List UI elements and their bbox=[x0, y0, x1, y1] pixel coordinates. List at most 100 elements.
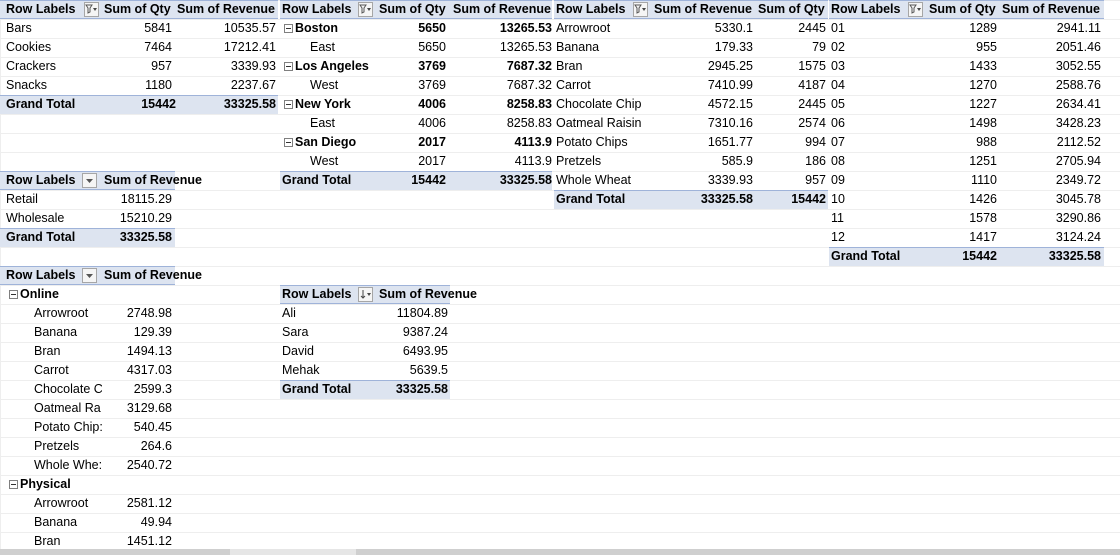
pivot3-header-band bbox=[554, 0, 828, 19]
pivot3-row-qty: 957 bbox=[805, 173, 826, 187]
pivot4-row-revenue: 2634.41 bbox=[1055, 97, 1101, 111]
pivot6-item-label: Potato Chip: bbox=[34, 420, 102, 434]
pivot6-group-label[interactable]: Online bbox=[20, 287, 59, 301]
pivot3-row-label: Whole Wheat bbox=[556, 173, 632, 187]
pivot2-filter-button[interactable] bbox=[358, 2, 373, 17]
pivot5-row-label: Wholesale bbox=[6, 211, 65, 225]
pivot6-item-revenue: 4317.03 bbox=[126, 363, 172, 377]
pivot2-collapse-icon[interactable] bbox=[284, 62, 293, 71]
pivot4-row-qty: 1426 bbox=[969, 192, 997, 206]
pivot6-item-revenue: 1494.13 bbox=[126, 344, 172, 358]
pivot3-row-qty: 4187 bbox=[798, 78, 826, 92]
pivot4-row-revenue: 2705.94 bbox=[1055, 154, 1101, 168]
pivot2-city-label[interactable]: Boston bbox=[295, 21, 339, 35]
pivot1-header-sum-qty: Sum of Qty bbox=[104, 2, 171, 16]
horizontal-scrollbar[interactable] bbox=[0, 549, 1120, 555]
pivot7-grand-total-label: Grand Total bbox=[282, 382, 352, 396]
pivot3-row-revenue: 585.9 bbox=[721, 154, 753, 168]
pivot2-city-label[interactable]: San Diego bbox=[295, 135, 357, 149]
pivot5-row-revenue: 18115.29 bbox=[120, 192, 172, 206]
pivot2-collapse-icon[interactable] bbox=[284, 24, 293, 33]
pivot3-row-qty: 79 bbox=[812, 40, 826, 54]
pivot3-row-label: Carrot bbox=[556, 78, 591, 92]
pivot1-row-qty: 5841 bbox=[144, 21, 172, 35]
pivot6-collapse-icon[interactable] bbox=[9, 480, 18, 489]
pivot4-row-label: 05 bbox=[831, 97, 845, 111]
pivot2-collapse-icon[interactable] bbox=[284, 138, 293, 147]
pivot4-row-qty: 1498 bbox=[969, 116, 997, 130]
pivot6-item-label: Banana bbox=[34, 515, 78, 529]
pivot2-region-revenue: 8258.83 bbox=[506, 116, 552, 130]
pivot5-total-band bbox=[0, 228, 175, 247]
pivot4-row-revenue: 2112.52 bbox=[1056, 135, 1101, 149]
pivot2-grand-total-label: Grand Total bbox=[282, 173, 352, 187]
pivot6-item-revenue: 540.45 bbox=[133, 420, 172, 434]
pivot7-row-revenue: 11804.89 bbox=[396, 306, 448, 320]
pivot2-city-qty: 2017 bbox=[418, 135, 446, 149]
pivot3-header-row-labels: Row Labels bbox=[556, 2, 626, 16]
pivot6-item-label: Bran bbox=[34, 344, 61, 358]
pivot3-row-label: Oatmeal Raisin bbox=[556, 116, 642, 130]
pivot2-region-qty: 2017 bbox=[418, 154, 446, 168]
pivot2-region-label: West bbox=[310, 78, 339, 92]
pivot2-city-label[interactable]: New York bbox=[295, 97, 351, 111]
pivot5-row-label: Retail bbox=[6, 192, 38, 206]
pivot1-row-label: Bars bbox=[6, 21, 32, 35]
pivot4-row-label: 08 bbox=[831, 154, 845, 168]
pivot4-filter-button[interactable] bbox=[908, 2, 923, 17]
pivot7-header-sum-revenue: Sum of Revenue bbox=[379, 287, 477, 301]
pivot2-city-revenue: 4113.9 bbox=[514, 135, 552, 149]
pivot4-grand-total-revenue: 33325.58 bbox=[1048, 249, 1101, 263]
pivot1-row-label: Cookies bbox=[6, 40, 52, 54]
pivot4-row-qty: 1227 bbox=[969, 97, 997, 111]
pivot6-dropdown-button[interactable] bbox=[82, 268, 97, 283]
pivot3-row-label: Potato Chips bbox=[556, 135, 628, 149]
pivot7-total-band bbox=[280, 380, 450, 399]
pivot3-row-revenue: 3339.93 bbox=[707, 173, 753, 187]
pivot6-group-label[interactable]: Physical bbox=[20, 477, 71, 491]
pivot1-row-qty: 957 bbox=[151, 59, 172, 73]
pivot5-grand-total-label: Grand Total bbox=[6, 230, 76, 244]
pivot4-row-label: 07 bbox=[831, 135, 845, 149]
pivot1-row-label: Snacks bbox=[6, 78, 47, 92]
pivot6-item-revenue: 129.39 bbox=[133, 325, 172, 339]
pivot5-dropdown-button[interactable] bbox=[82, 173, 97, 188]
pivot6-item-revenue: 2581.12 bbox=[126, 496, 172, 510]
pivot3-filter-button[interactable] bbox=[633, 2, 648, 17]
pivot4-row-label: 11 bbox=[831, 211, 844, 225]
pivot2-region-revenue: 7687.32 bbox=[506, 78, 552, 92]
pivot4-row-label: 01 bbox=[831, 21, 845, 35]
pivot2-header-sum-revenue: Sum of Revenue bbox=[453, 2, 551, 16]
pivot3-row-label: Chocolate Chip bbox=[556, 97, 642, 111]
pivot3-row-revenue: 5330.1 bbox=[714, 21, 753, 35]
pivot2-city-qty: 4006 bbox=[418, 97, 446, 111]
scroll-thumb[interactable] bbox=[356, 549, 1120, 555]
pivot4-row-revenue: 3052.55 bbox=[1055, 59, 1101, 73]
pivot1-row-label: Crackers bbox=[6, 59, 57, 73]
pivot6-item-revenue: 49.94 bbox=[140, 515, 172, 529]
pivot4-row-revenue: 2588.76 bbox=[1055, 78, 1101, 92]
pivot5-row-revenue: 15210.29 bbox=[119, 211, 172, 225]
pivot3-row-qty: 2445 bbox=[798, 21, 826, 35]
pivot6-item-revenue: 1451.12 bbox=[126, 534, 172, 548]
pivot7-row-label: Mehak bbox=[282, 363, 320, 377]
pivot5-grand-total-revenue: 33325.58 bbox=[119, 230, 172, 244]
pivot3-row-qty: 994 bbox=[805, 135, 826, 149]
pivot3-row-revenue: 2945.25 bbox=[707, 59, 753, 73]
pivot6-header-sum-revenue: Sum of Revenue bbox=[104, 268, 202, 282]
pivot1-grand-total-revenue: 33325.58 bbox=[223, 97, 276, 111]
pivot6-item-label: Whole Whe: bbox=[34, 458, 102, 472]
pivot4-row-label: 04 bbox=[831, 78, 845, 92]
pivot4-row-revenue: 2051.46 bbox=[1055, 40, 1101, 54]
pivot2-region-label: East bbox=[310, 116, 336, 130]
pivot5-header-sum-revenue: Sum of Revenue bbox=[104, 173, 202, 187]
pivot7-sort-filter-button[interactable] bbox=[358, 287, 373, 302]
pivot4-header-band bbox=[829, 0, 1104, 19]
pivot2-region-revenue: 4113.9 bbox=[514, 154, 552, 168]
pivot2-city-label[interactable]: Los Angeles bbox=[295, 59, 369, 73]
pivot6-collapse-icon[interactable] bbox=[9, 290, 18, 299]
pivot7-row-revenue: 6493.95 bbox=[402, 344, 448, 358]
pivot2-collapse-icon[interactable] bbox=[284, 100, 293, 109]
pivot1-filter-button[interactable] bbox=[84, 2, 99, 17]
